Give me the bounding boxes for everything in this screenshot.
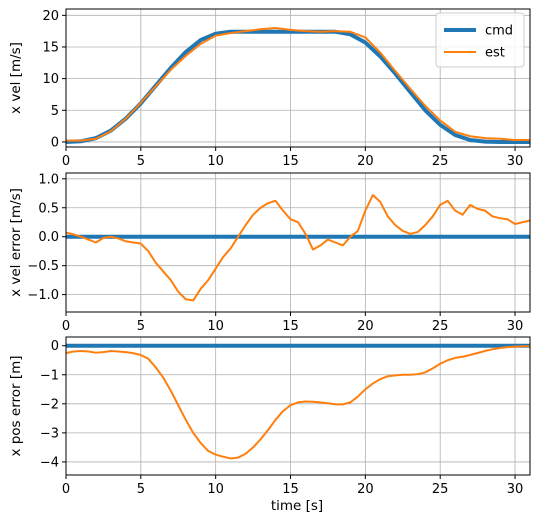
x-tick-label: 30	[507, 319, 524, 334]
y-tick-label: −1.0	[27, 288, 59, 303]
x-tick-label: 5	[137, 319, 145, 334]
y-tick-label: 5	[51, 104, 59, 119]
y-tick-label: −2	[40, 397, 59, 412]
axes-frame	[65, 8, 531, 148]
y-tick-label: 10	[42, 72, 59, 87]
x-tick-label: 30	[507, 154, 524, 169]
x-tick-label: 0	[62, 319, 70, 334]
x-tick-label: 25	[432, 319, 449, 334]
axes-frame	[65, 172, 531, 313]
x-tick-label: 15	[282, 319, 299, 334]
series-line-est	[66, 345, 530, 460]
x-tick-label: 25	[432, 482, 449, 497]
y-axis-label: x pos error [m]	[8, 355, 24, 456]
x-axis-label: time [s]	[271, 498, 323, 514]
x-tick-label: 10	[207, 482, 224, 497]
y-tick-label: 0	[51, 135, 59, 150]
y-tick-label: 15	[42, 40, 59, 55]
x-tick-label: 0	[62, 482, 70, 497]
y-axis-label: x vel error [m/s]	[8, 188, 24, 297]
series-line-est	[66, 194, 530, 302]
panel-x-vel-error: 0 5 10 15 20 25 30 −1.0 −0.5 0.0 0.5 1.0 x vel error…	[8, 172, 531, 334]
y-axis-label: x vel [m/s]	[8, 42, 24, 114]
legend-label-cmd: cmd	[485, 24, 513, 39]
x-tick-label: 5	[137, 482, 145, 497]
axes-frame	[65, 336, 531, 476]
legend-box	[435, 12, 525, 68]
x-tick-label: 5	[137, 154, 145, 169]
panel-x-vel: 0 5 10 15 20 25 30 0 5 10 15 20 x vel [m/s] cmd est	[8, 8, 531, 169]
panel-x-pos-error: 0 5 10 15 20 25 30 0 −1 −2 −3 −4 x pos error [m]	[8, 336, 531, 497]
x-tick-label: 0	[62, 154, 70, 169]
x-tick-label: 20	[357, 482, 374, 497]
x-tick-label: 30	[507, 482, 524, 497]
x-tick-label: 10	[207, 154, 224, 169]
x-tick-label: 15	[282, 482, 299, 497]
legend: cmd est	[435, 12, 525, 68]
y-tick-label: 1.0	[38, 172, 59, 187]
y-tick-label: 0.5	[38, 201, 59, 216]
y-tick-label: −0.5	[27, 259, 59, 274]
legend-label-est: est	[485, 46, 505, 61]
y-tick-label: −4	[40, 455, 59, 470]
y-tick-label: −3	[40, 426, 59, 441]
y-tick-label: 0	[51, 339, 59, 354]
series-line-est	[66, 26, 530, 142]
x-tick-label: 20	[357, 154, 374, 169]
x-tick-label: 20	[357, 319, 374, 334]
y-tick-label: 0.0	[38, 230, 59, 245]
x-tick-label: 10	[207, 319, 224, 334]
x-tick-label: 15	[282, 154, 299, 169]
x-tick-label: 25	[432, 154, 449, 169]
y-tick-label: 20	[42, 9, 59, 24]
y-tick-label: −1	[40, 368, 59, 383]
